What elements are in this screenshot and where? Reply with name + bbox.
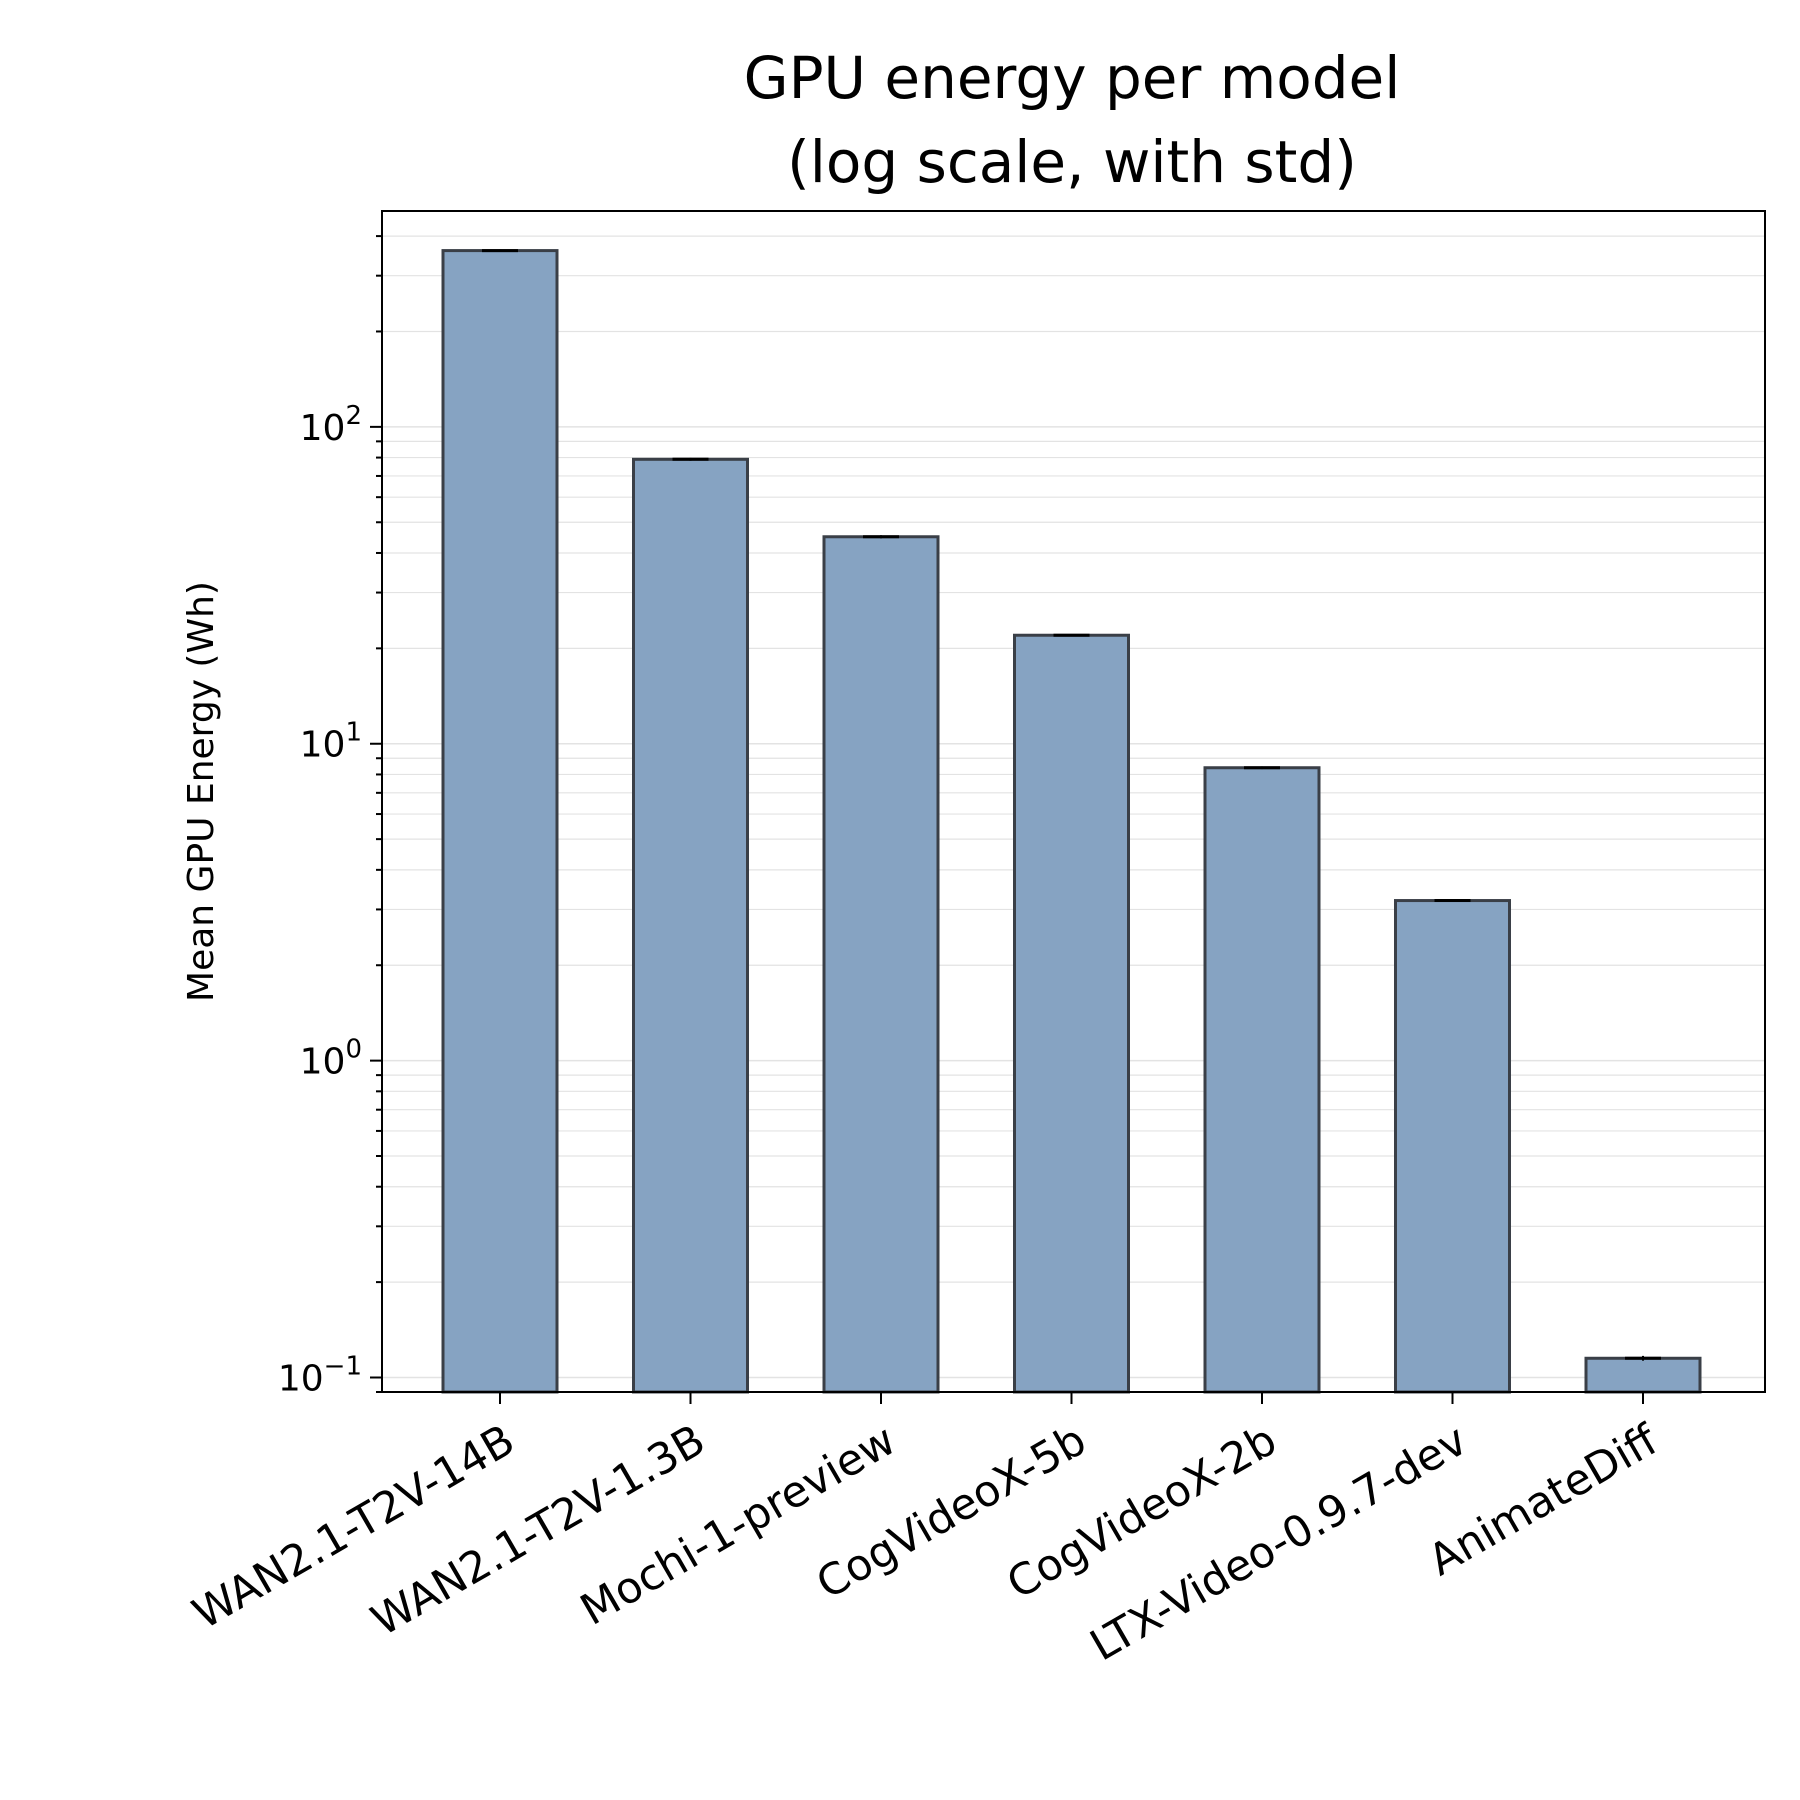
chart-title: GPU energy per model (log scale, with st…	[744, 44, 1401, 196]
bar	[822, 535, 940, 1394]
x-axis: WAN2.1-T2V-14BWAN2.1-T2V-1.3BMochi-1-pre…	[185, 1392, 1667, 1671]
x-tick-label: WAN2.1-T2V-1.3B	[363, 1415, 713, 1646]
y-tick-exponent: −1	[324, 1352, 362, 1382]
bar	[1013, 633, 1130, 1394]
error-bars	[482, 249, 1661, 1361]
bar	[1203, 766, 1321, 1394]
y-tick-label: 102	[300, 401, 362, 449]
bars	[441, 249, 1702, 1394]
bar	[632, 457, 749, 1394]
y-tick-base: 10	[278, 1359, 324, 1400]
x-tick-label: Mochi-1-preview	[572, 1415, 904, 1635]
y-tick-label: 100	[300, 1035, 362, 1083]
chart-title-line-2: (log scale, with std)	[787, 128, 1357, 196]
chart-title-line-1: GPU energy per model	[744, 44, 1401, 112]
y-tick-exponent: 2	[345, 401, 362, 431]
y-tick-label: 101	[300, 718, 362, 766]
y-tick-base: 10	[300, 1042, 346, 1083]
plot-frame	[381, 210, 1766, 1393]
bar	[1394, 899, 1511, 1394]
y-axis-label: Mean GPU Energy (Wh)	[181, 581, 222, 1002]
y-tick-exponent: 0	[345, 1035, 362, 1065]
y-tick-base: 10	[300, 408, 346, 449]
y-tick-label: 10−1	[278, 1352, 362, 1400]
y-tick-base: 10	[300, 725, 346, 766]
bar	[441, 249, 559, 1394]
y-tick-exponent: 1	[345, 718, 362, 748]
bar	[1584, 1356, 1702, 1394]
x-tick-label: WAN2.1-T2V-14B	[185, 1415, 523, 1639]
